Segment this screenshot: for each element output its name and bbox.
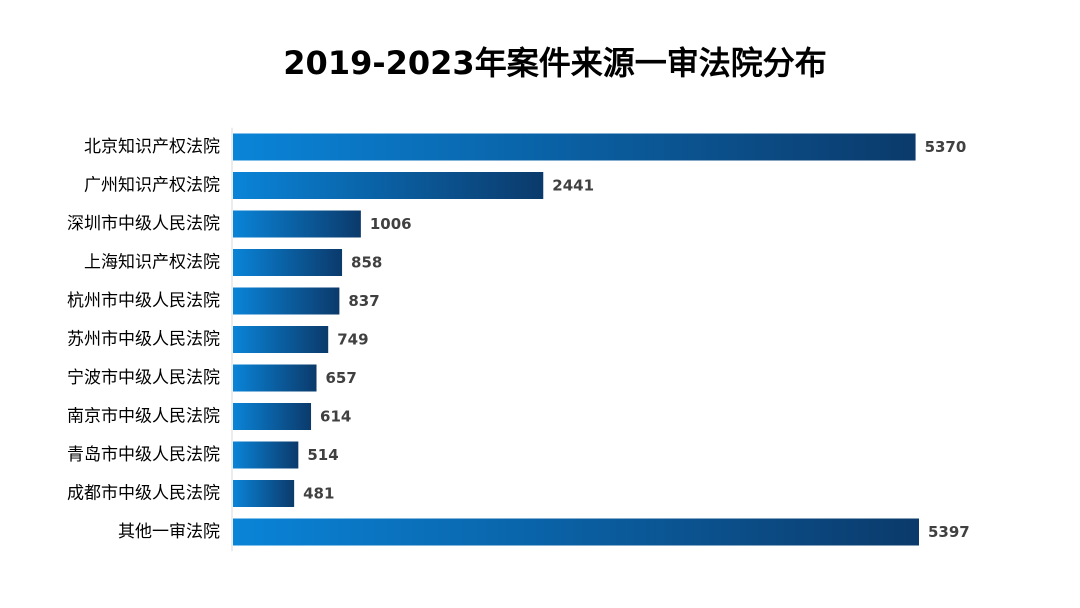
category-label: 宁波市中级人民法院 (67, 368, 220, 388)
data-label: 2441 (552, 177, 594, 195)
bar (233, 403, 312, 430)
category-label: 南京市中级人民法院 (67, 407, 220, 427)
bar (233, 364, 317, 392)
data-label: 614 (320, 408, 351, 426)
bar (233, 249, 343, 276)
category-label: 其他一审法院 (118, 522, 220, 542)
data-label: 5397 (928, 523, 970, 541)
category-label: 上海知识产权法院 (84, 253, 220, 273)
bar (233, 172, 544, 199)
chart-title: 2019-2023年案件来源一审法院分布 (283, 44, 827, 82)
data-label: 1006 (370, 215, 412, 233)
bar (233, 287, 340, 315)
data-label: 657 (326, 369, 357, 387)
data-label: 514 (307, 446, 338, 464)
data-label: 5370 (925, 138, 967, 156)
data-label: 481 (303, 485, 334, 503)
category-label: 成都市中级人民法院 (67, 484, 220, 504)
bar (233, 133, 916, 161)
category-label: 深圳市中级人民法院 (67, 214, 220, 234)
data-label: 749 (337, 331, 368, 349)
data-label: 858 (351, 254, 382, 272)
bar (233, 480, 295, 507)
data-label: 837 (348, 292, 379, 310)
category-label: 杭州市中级人民法院 (67, 291, 220, 311)
bar (233, 210, 361, 238)
bar (233, 326, 329, 353)
category-label: 苏州市中级人民法院 (67, 330, 220, 350)
bar (233, 518, 919, 546)
category-label: 广州知识产权法院 (84, 176, 220, 196)
category-label: 北京知识产权法院 (84, 137, 220, 157)
bar (233, 441, 299, 469)
category-label: 青岛市中级人民法院 (67, 445, 220, 465)
